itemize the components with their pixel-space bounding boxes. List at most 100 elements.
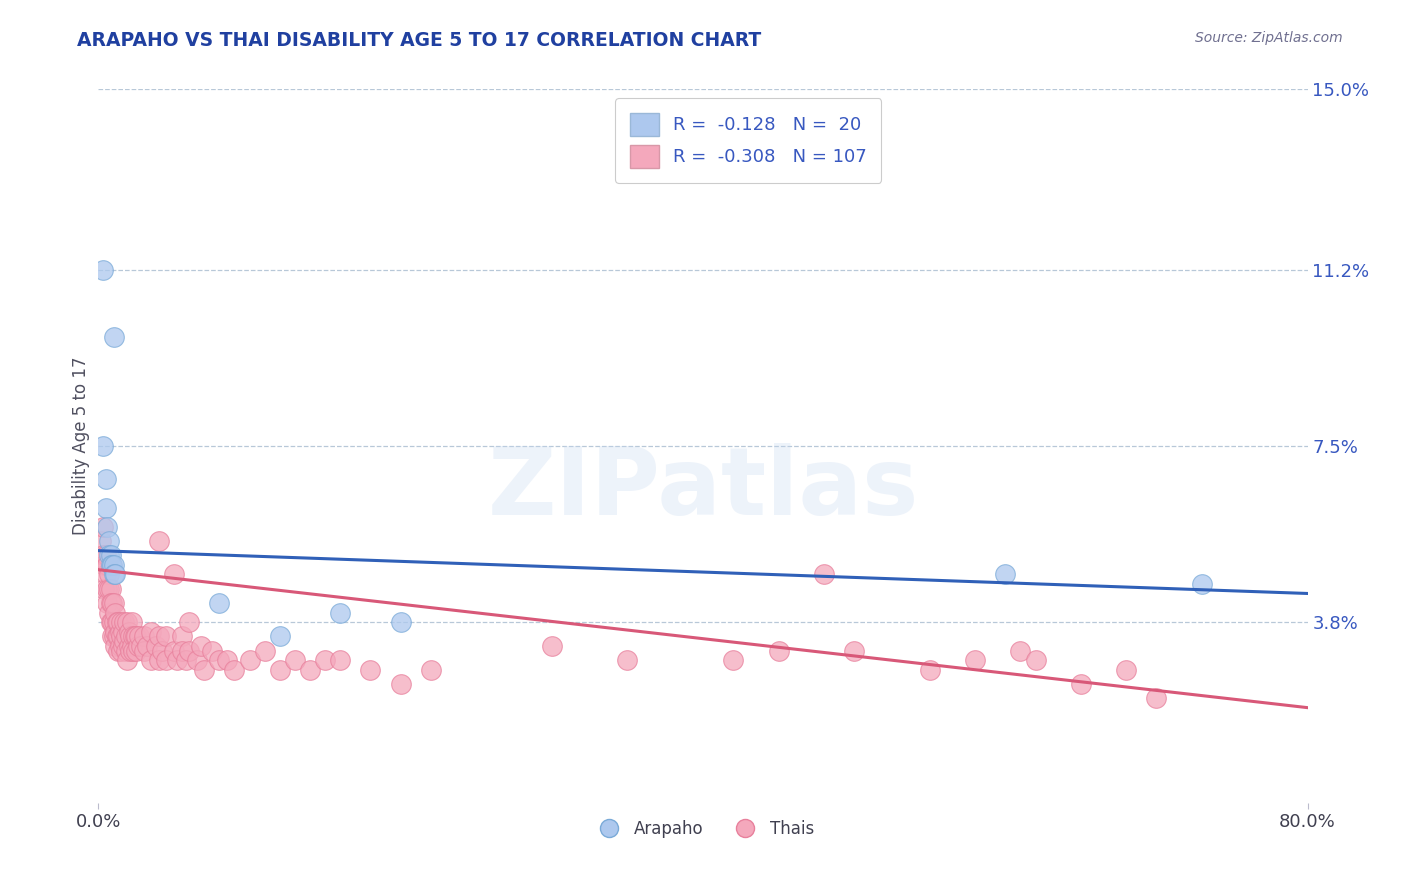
Point bbox=[540, 639, 562, 653]
Point bbox=[179, 615, 201, 629]
Point bbox=[94, 500, 117, 515]
Point bbox=[104, 606, 127, 620]
Point bbox=[224, 663, 246, 677]
Point bbox=[112, 634, 135, 648]
Point bbox=[107, 615, 129, 629]
Point bbox=[284, 653, 307, 667]
Point bbox=[94, 472, 117, 486]
Point bbox=[253, 643, 276, 657]
Point bbox=[128, 629, 150, 643]
Point bbox=[844, 643, 866, 657]
Text: ZIPatlas: ZIPatlas bbox=[488, 442, 918, 535]
Point bbox=[170, 629, 193, 643]
Point bbox=[110, 615, 132, 629]
Point bbox=[269, 663, 291, 677]
Point bbox=[115, 615, 138, 629]
Point bbox=[100, 549, 122, 563]
Point bbox=[114, 629, 136, 643]
Point bbox=[111, 624, 134, 639]
Point bbox=[1024, 653, 1046, 667]
Point bbox=[94, 549, 117, 563]
Point bbox=[90, 534, 112, 549]
Point bbox=[98, 606, 121, 620]
Point bbox=[166, 653, 188, 667]
Point bbox=[1144, 691, 1167, 706]
Point bbox=[329, 606, 352, 620]
Point bbox=[107, 643, 129, 657]
Point bbox=[215, 653, 238, 667]
Point bbox=[269, 629, 291, 643]
Point bbox=[120, 643, 142, 657]
Point bbox=[110, 629, 132, 643]
Point bbox=[420, 663, 443, 677]
Point bbox=[91, 263, 114, 277]
Point bbox=[299, 663, 322, 677]
Point bbox=[965, 653, 987, 667]
Point bbox=[122, 629, 145, 643]
Point bbox=[148, 534, 170, 549]
Point bbox=[115, 653, 138, 667]
Point bbox=[141, 624, 163, 639]
Point bbox=[121, 639, 143, 653]
Point bbox=[101, 596, 124, 610]
Point bbox=[813, 567, 835, 582]
Point bbox=[103, 329, 125, 343]
Point bbox=[132, 629, 155, 643]
Point bbox=[103, 567, 125, 582]
Point bbox=[103, 558, 125, 572]
Point bbox=[100, 596, 122, 610]
Point bbox=[1010, 643, 1032, 657]
Point bbox=[122, 643, 145, 657]
Point bbox=[155, 629, 177, 643]
Point bbox=[114, 643, 136, 657]
Point bbox=[96, 520, 118, 534]
Point bbox=[994, 567, 1017, 582]
Point bbox=[125, 643, 148, 657]
Point bbox=[98, 534, 121, 549]
Point bbox=[93, 558, 115, 572]
Point bbox=[208, 596, 231, 610]
Point bbox=[121, 615, 143, 629]
Point bbox=[94, 567, 117, 582]
Point bbox=[91, 520, 114, 534]
Point bbox=[163, 643, 186, 657]
Point bbox=[174, 653, 197, 667]
Point bbox=[104, 624, 127, 639]
Point bbox=[98, 582, 121, 596]
Point bbox=[105, 615, 128, 629]
Point bbox=[170, 643, 193, 657]
Point bbox=[186, 653, 208, 667]
Point bbox=[96, 582, 118, 596]
Point bbox=[93, 582, 115, 596]
Point bbox=[125, 629, 148, 643]
Point bbox=[100, 615, 122, 629]
Point bbox=[314, 653, 336, 667]
Point bbox=[918, 663, 941, 677]
Point bbox=[141, 653, 163, 667]
Point bbox=[148, 629, 170, 643]
Point bbox=[118, 639, 141, 653]
Point bbox=[132, 643, 155, 657]
Point bbox=[193, 663, 215, 677]
Point bbox=[190, 639, 212, 653]
Point bbox=[723, 653, 745, 667]
Point bbox=[112, 615, 135, 629]
Point bbox=[1115, 663, 1137, 677]
Point bbox=[389, 615, 412, 629]
Text: Source: ZipAtlas.com: Source: ZipAtlas.com bbox=[1195, 31, 1343, 45]
Point bbox=[389, 677, 412, 691]
Point bbox=[129, 639, 152, 653]
Text: ARAPAHO VS THAI DISABILITY AGE 5 TO 17 CORRELATION CHART: ARAPAHO VS THAI DISABILITY AGE 5 TO 17 C… bbox=[77, 31, 762, 50]
Point bbox=[96, 558, 118, 572]
Point bbox=[98, 549, 121, 563]
Point bbox=[145, 639, 167, 653]
Point bbox=[124, 629, 146, 643]
Point bbox=[768, 643, 790, 657]
Point bbox=[148, 653, 170, 667]
Point bbox=[101, 629, 124, 643]
Point bbox=[360, 663, 382, 677]
Point bbox=[105, 629, 128, 643]
Point bbox=[1070, 677, 1092, 691]
Point bbox=[100, 558, 122, 572]
Point bbox=[98, 567, 121, 582]
